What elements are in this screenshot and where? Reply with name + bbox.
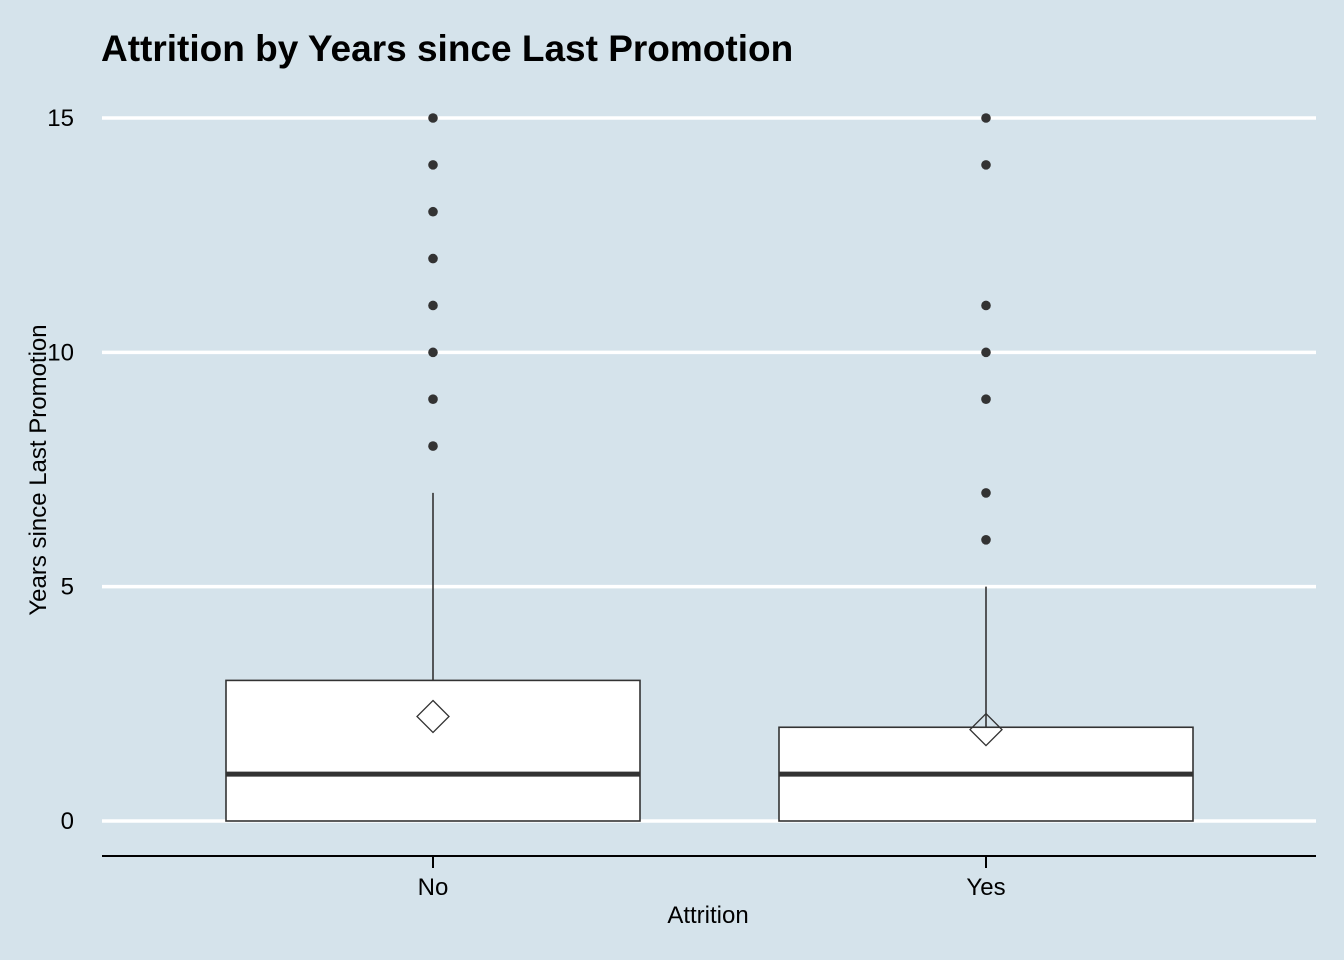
x-axis-title: Attrition <box>667 902 748 929</box>
outlier-point <box>428 300 438 311</box>
y-tick-label: 10 <box>47 339 74 366</box>
box-group-yes <box>778 113 1194 822</box>
outlier-point <box>428 347 438 358</box>
boxes <box>225 113 1194 822</box>
outlier-point <box>981 300 991 311</box>
y-tick-label: 5 <box>61 574 74 601</box>
x-tick-label: Yes <box>966 874 1005 901</box>
outlier-point <box>981 160 991 170</box>
mean-marker <box>969 712 1003 747</box>
outlier-point <box>428 206 438 217</box>
x-tick-label: No <box>418 874 449 901</box>
chart-title: Attrition by Years since Last Promotion <box>101 28 793 69</box>
box-iqr <box>225 679 641 822</box>
outlier-point <box>981 347 991 358</box>
outlier-point <box>428 160 438 170</box>
y-tick-label: 15 <box>47 105 74 132</box>
outlier-point <box>981 394 991 405</box>
outlier-point <box>981 113 991 123</box>
outlier-point <box>981 488 991 498</box>
outlier-point <box>428 394 438 405</box>
outlier-point <box>428 113 438 123</box>
box-group-no <box>225 113 641 822</box>
axes: 0 5 10 15 No Yes <box>47 105 1316 901</box>
outlier-point <box>428 253 438 264</box>
y-tick-label: 0 <box>61 808 74 835</box>
y-axis-title: Years since Last Promotion <box>25 324 52 615</box>
mean-marker <box>416 699 450 734</box>
outlier-point <box>428 441 438 451</box>
outlier-point <box>981 535 991 545</box>
